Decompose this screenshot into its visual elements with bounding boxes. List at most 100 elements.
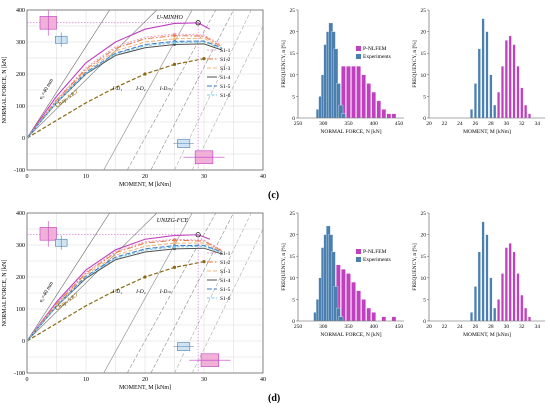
y-tick-label: 0 (292, 116, 295, 122)
x-tick-label: 20 (142, 377, 148, 383)
series-line-s1-3 (26, 37, 222, 139)
x-axis-label: MOMENT, M [kNm] (119, 182, 171, 188)
x-tick-label: 250 (294, 121, 303, 127)
panel-label-c: (c) (268, 190, 280, 201)
nlfem-bar (361, 74, 366, 119)
y-axis-label: FREQUENCY, n [%] (281, 243, 287, 291)
histogram-n: 0 5 10 15 20 25 250 300 350 400 450 NORMAL FORCE, N… (281, 8, 404, 135)
ref-line (174, 212, 252, 374)
exp-bar (470, 109, 473, 119)
x-tick-label: 24 (457, 324, 463, 330)
exp-bar (489, 277, 493, 322)
y-tick-label: 20 (421, 233, 427, 239)
main-curve (26, 22, 211, 139)
y-tick-label: 5 (292, 94, 295, 100)
x-tick-label: 30 (504, 324, 510, 330)
series-line-s1-6 (26, 245, 222, 342)
y-axis-label: FREQUENCY, n [%] (412, 40, 418, 88)
nlfem-bar (516, 273, 520, 322)
plot-frame (26, 9, 264, 171)
e0-load-line (26, 9, 110, 139)
idm-label: I-Dₘ (159, 289, 172, 295)
legend-label: S1-1 (220, 251, 231, 257)
y-tick-label: 20 (290, 30, 296, 36)
tag-label: U-MINHO (157, 15, 184, 21)
legend-label: S1-6 (220, 296, 231, 302)
y-tick-label: 15 (290, 254, 296, 260)
y-tick-label: 0 (423, 116, 426, 122)
legend-label: S1-5 (220, 287, 231, 293)
ref-line (191, 25, 264, 171)
nlfem-bar (346, 273, 351, 322)
x-tick-label: 30 (504, 121, 510, 127)
nlfem-bar (508, 243, 512, 322)
series-line-s1-5 (26, 40, 222, 139)
nlfem-bar (351, 281, 356, 322)
y-axis-label: FREQUENCY, n [%] (412, 243, 418, 291)
nlfem-bar (381, 109, 387, 119)
nlfem-bar (520, 87, 524, 119)
nlfem-bar (528, 316, 531, 322)
x-tick-label: 34 (535, 324, 541, 330)
series-line-s1-1 (26, 238, 222, 342)
id2-label: I-D₂ (135, 86, 146, 92)
series-line-s1-2 (26, 35, 222, 139)
nlfem-bar (341, 269, 346, 322)
legend-label: S1-1 (220, 48, 231, 54)
x-tick-label: 26 (473, 121, 479, 127)
exp-bar (485, 234, 489, 322)
nlfem-bar (376, 100, 382, 119)
x-tick-label: 22 (442, 121, 448, 127)
idm-line (150, 212, 234, 374)
y-tick-label: 10 (421, 73, 427, 79)
series-point (173, 245, 176, 249)
series-line-s1-5 (26, 244, 222, 342)
y-tick-label: 15 (421, 254, 427, 260)
y-tick-label: 200 (16, 275, 25, 281)
plot-frame (26, 212, 264, 374)
x-tick-label: 10 (83, 174, 89, 180)
y-tick-label: 100 (16, 307, 25, 313)
idm-label: I-Dₘ (159, 86, 172, 92)
x-tick-label: 250 (294, 324, 303, 330)
y-tick-label: 10 (290, 73, 296, 79)
legend-swatch (356, 249, 361, 254)
main-curve (26, 234, 211, 342)
nlfem-bar (391, 316, 397, 322)
legend-swatch (356, 257, 361, 262)
legend-swatch (356, 54, 361, 59)
exp-bar (473, 83, 477, 119)
legend-label: S1-3 (220, 269, 231, 275)
series-line-s1-3 (26, 242, 222, 342)
x-axis-label: MOMENT, M [kNm] (119, 385, 171, 391)
series-point (173, 34, 176, 37)
x-tick-label: 32 (519, 121, 525, 127)
legend-label: S1-2 (220, 57, 231, 63)
ref-line (191, 228, 264, 374)
nlfem-bar (508, 35, 512, 119)
nlfem-bar (520, 294, 524, 322)
nlfem-bar (351, 66, 356, 119)
ref-line (174, 9, 252, 171)
chap-point (202, 57, 206, 61)
x-axis-label: MOMENT, M [kNm] (463, 332, 511, 338)
chap-point (143, 275, 147, 279)
legend-label: P-NLFEM (363, 46, 387, 52)
y-tick-label: -100 (14, 168, 25, 174)
y-tick-label: 0 (423, 319, 426, 325)
id1-label: I-D₁ (112, 289, 123, 295)
series-point (173, 238, 176, 242)
exp-bar (477, 48, 481, 119)
series-line-s1-1 (26, 33, 222, 139)
chap-point (172, 265, 177, 269)
x-tick-label: 350 (344, 324, 353, 330)
chap-point (172, 62, 177, 66)
y-tick-label: 5 (423, 94, 426, 100)
ref-line (26, 212, 158, 342)
series-point (173, 247, 176, 251)
y-axis-label: NORMAL FORCE, N [kN] (2, 57, 8, 124)
y-tick-label: 10 (421, 276, 427, 282)
x-tick-label: 350 (344, 121, 353, 127)
id2-label: I-D₂ (135, 289, 146, 295)
